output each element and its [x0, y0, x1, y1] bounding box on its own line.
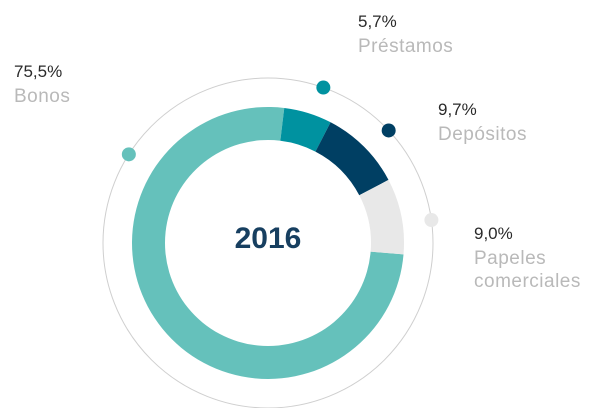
value-label: 9,0% [474, 224, 513, 243]
legend-dot [316, 80, 331, 95]
slice [280, 107, 331, 152]
value-label: 5,7% [358, 12, 397, 31]
category-label: Papeles comerciales [474, 248, 581, 292]
outer-ring [102, 77, 434, 408]
center-label: 2016 [234, 222, 302, 255]
value-label: 75,5% [14, 62, 63, 81]
value-label: 9,7% [438, 100, 477, 119]
legend-dot [121, 147, 136, 162]
category-label: Bonos [14, 86, 71, 107]
category-label: Depósitos [438, 124, 527, 145]
category-label: Préstamos [358, 36, 454, 57]
slice [315, 122, 389, 196]
legend-dot [381, 123, 396, 138]
legend-dot [424, 213, 439, 228]
slice [359, 179, 404, 255]
